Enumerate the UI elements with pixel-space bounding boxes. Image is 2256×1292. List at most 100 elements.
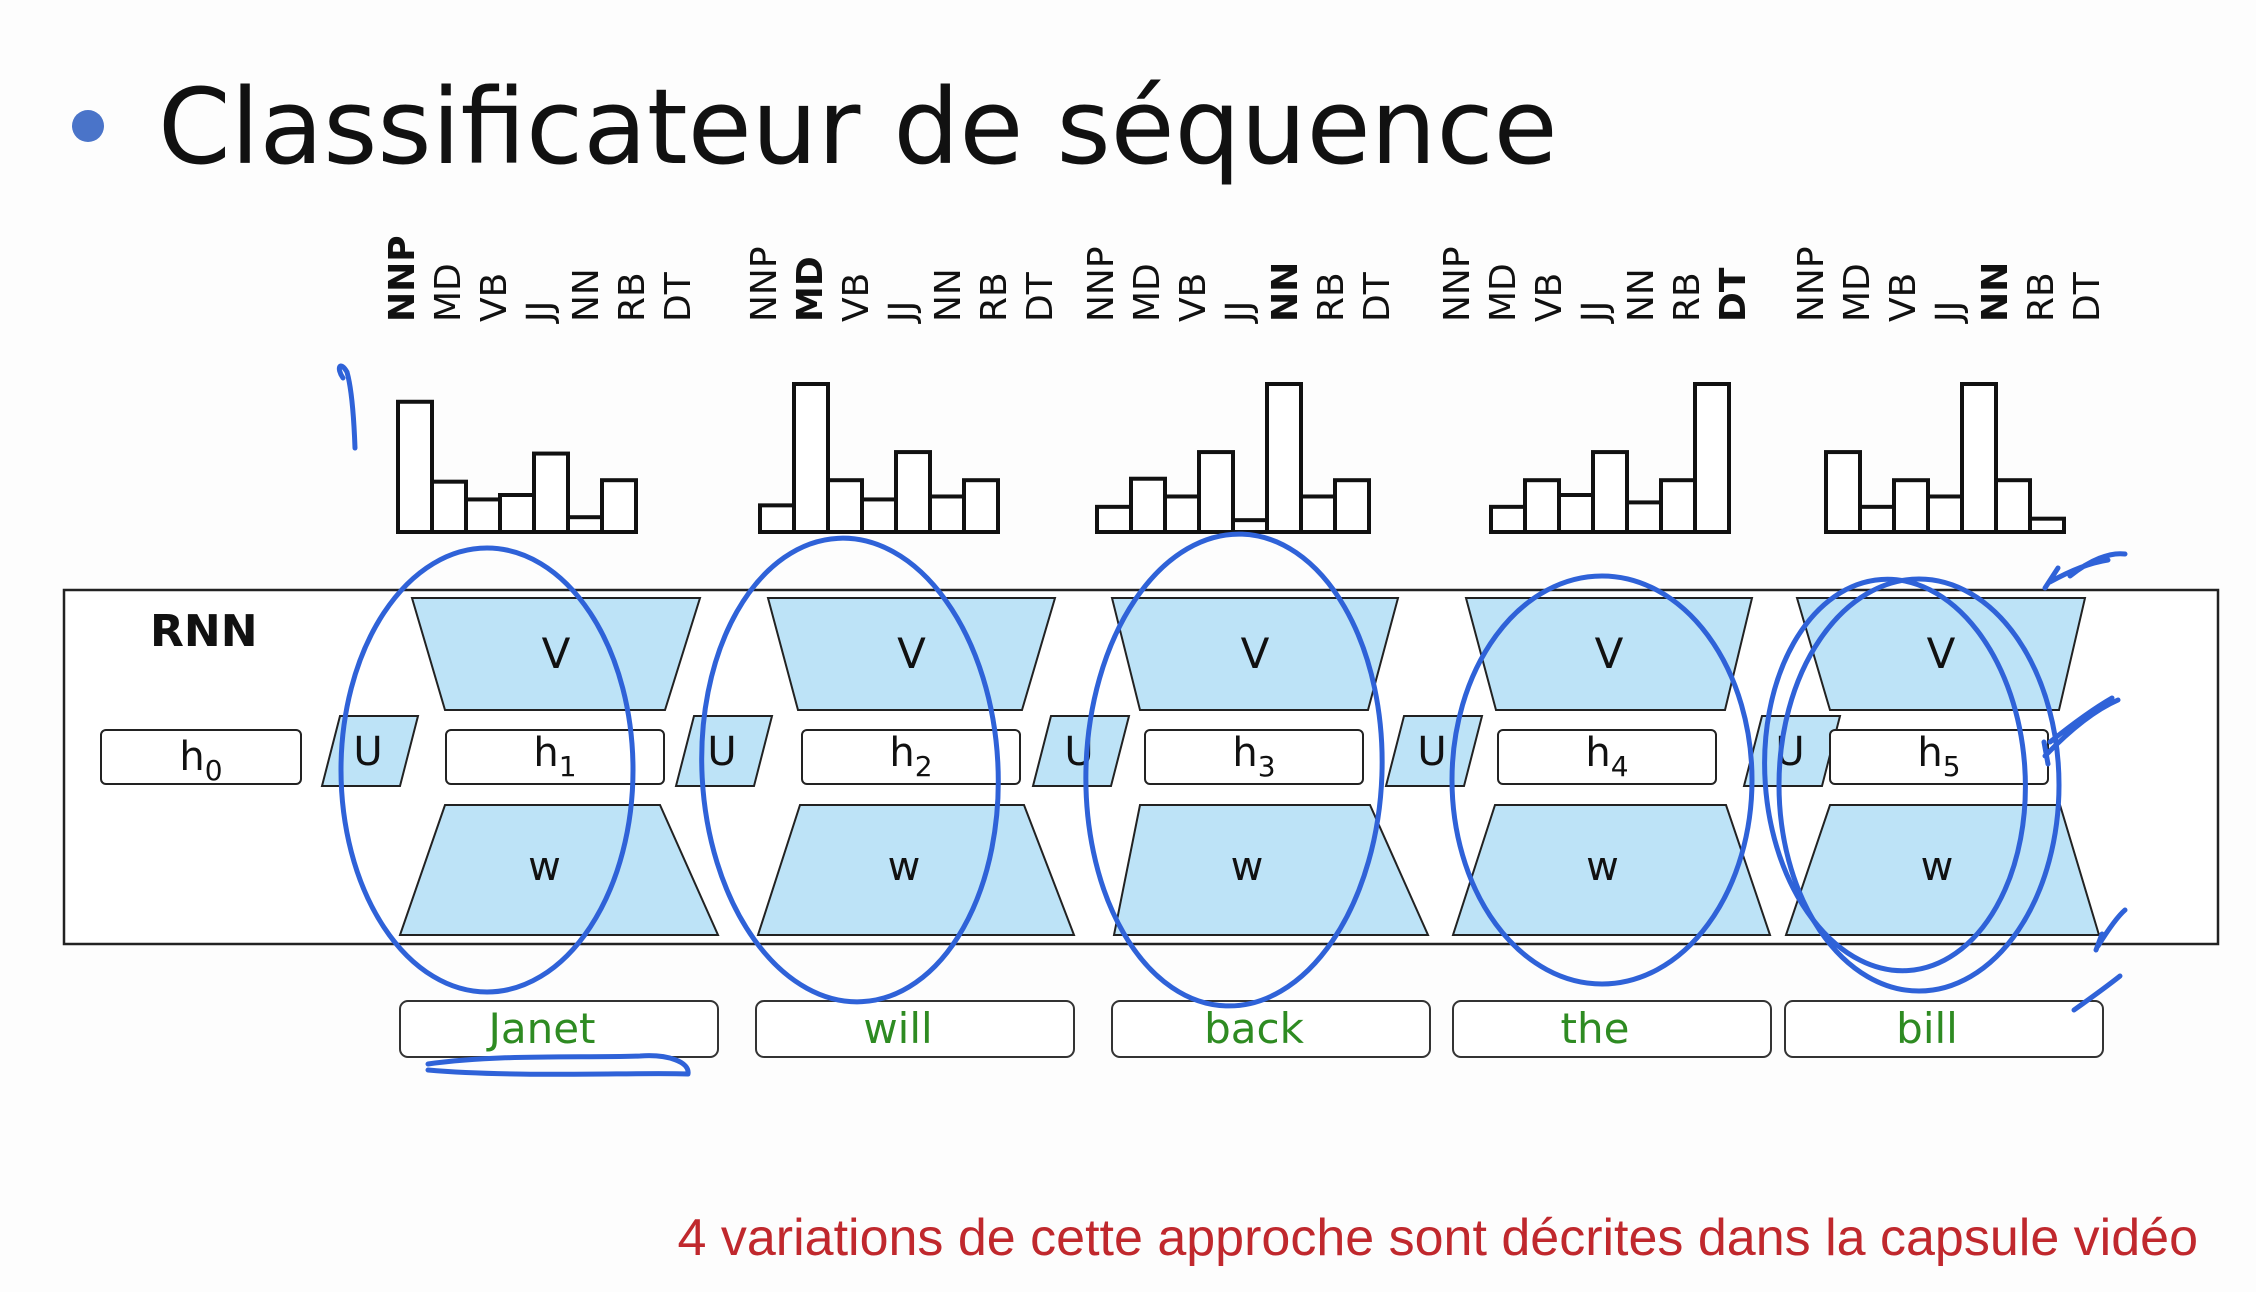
slide-title: Classificateur de séquence xyxy=(158,66,1558,188)
distribution-bar-5-6 xyxy=(1994,478,2032,535)
word-box-3 xyxy=(1111,1000,1431,1058)
input-words: Janet will back the bill xyxy=(399,1000,2104,1058)
word-label-1: Janet xyxy=(485,1004,595,1053)
tag-label-1-rb: RB xyxy=(612,272,653,322)
u-label-1: U xyxy=(353,729,382,775)
pen-circle-the xyxy=(1449,573,1755,987)
v-label-3: V xyxy=(1241,629,1270,678)
h0-box xyxy=(100,729,302,785)
v-layer-1 xyxy=(410,597,702,711)
distribution-bar-1-1 xyxy=(396,399,434,535)
distribution-bar-5-5 xyxy=(1960,382,1998,534)
tag-label-2-rb: RB xyxy=(974,272,1015,322)
h0-label: h0 xyxy=(179,734,222,787)
rnn-label: RNN xyxy=(150,606,258,657)
tag-label-2-vb: VB xyxy=(836,273,877,322)
tag-label-3-md: MD xyxy=(1127,263,1168,322)
h0-subscript: 0 xyxy=(205,754,223,787)
v-layer-3 xyxy=(1110,597,1400,711)
hidden-state-subscript-4: 4 xyxy=(1611,750,1629,783)
tag-label-3-vb: VB xyxy=(1173,273,1214,322)
w-label-3: w xyxy=(1231,844,1264,890)
distribution-bar-3-4 xyxy=(1197,450,1235,534)
distribution-bar-1-5 xyxy=(532,451,570,534)
tag-label-1-vb: VB xyxy=(474,273,515,322)
tag-label-5-dt: DT xyxy=(2067,271,2108,322)
distribution-bar-4-5 xyxy=(1625,500,1663,534)
word-box-5 xyxy=(1784,1000,2104,1058)
tag-label-3-nn: NN xyxy=(1265,262,1306,322)
hidden-state-base-2: h xyxy=(889,730,914,776)
hidden-state-subscript-2: 2 xyxy=(915,750,933,783)
hidden-state-subscript-5: 5 xyxy=(1943,750,1961,783)
hidden-state-label-2: h2 xyxy=(889,730,932,783)
pen-circle-bill xyxy=(1776,576,2062,994)
w-layer-4 xyxy=(1451,804,1772,936)
distribution-bar-3-6 xyxy=(1265,382,1303,534)
distribution-bar-3-5 xyxy=(1231,518,1269,534)
hidden-state-label-1: h1 xyxy=(533,730,576,783)
hidden-state-base-4: h xyxy=(1585,730,1610,776)
w-label-2: w xyxy=(888,844,921,890)
distribution-bar-2-1 xyxy=(758,503,796,534)
tag-label-1-nn: NN xyxy=(566,268,607,322)
tag-label-3-nnp: NNP xyxy=(1081,246,1122,322)
pen-annotations xyxy=(336,363,2128,1077)
tag-label-5-vb: VB xyxy=(1883,273,1924,322)
tag-label-5-rb: RB xyxy=(2021,272,2062,322)
pen-circle-janet xyxy=(338,545,636,995)
distribution-bar-2-4 xyxy=(860,497,898,535)
pen-circle-will xyxy=(699,535,1001,1005)
distribution-bar-3-3 xyxy=(1163,494,1201,535)
tag-label-4-vb: VB xyxy=(1529,273,1570,322)
hidden-state-subscript-1: 1 xyxy=(559,750,577,783)
tag-label-4-nnp: NNP xyxy=(1437,246,1478,322)
distribution-bar-4-3 xyxy=(1557,493,1595,534)
distribution-bar-5-3 xyxy=(1892,478,1930,535)
distribution-bar-1-3 xyxy=(464,497,502,535)
distribution-bar-3-8 xyxy=(1333,478,1371,535)
distribution-bar-2-6 xyxy=(928,494,966,535)
v-layer-5 xyxy=(1795,597,2087,711)
distribution-bar-4-1 xyxy=(1489,504,1527,534)
pen-mark-tick xyxy=(336,363,358,451)
tag-label-5-nnp: NNP xyxy=(1791,246,1832,322)
tag-label-3-jj: JJ xyxy=(1219,301,1260,324)
distribution-bar-5-7 xyxy=(2028,516,2066,534)
tag-label-1-jj: JJ xyxy=(520,301,561,324)
footnote: 4 variations de cette approche sont décr… xyxy=(677,1209,2199,1267)
v-label-4: V xyxy=(1595,629,1624,678)
tag-label-2-md: MD xyxy=(790,256,831,322)
v-label-2: V xyxy=(897,629,926,678)
tag-label-5-jj: JJ xyxy=(1929,301,1970,324)
distribution-bar-3-2 xyxy=(1129,476,1167,534)
tag-distribution-histograms xyxy=(396,382,2066,535)
tag-label-1-md: MD xyxy=(428,263,469,322)
v-layer-4 xyxy=(1464,597,1754,711)
distribution-bar-2-3 xyxy=(826,478,864,535)
distribution-bar-2-2 xyxy=(792,382,830,534)
pen-underline-janet xyxy=(425,1053,691,1077)
distribution-bar-1-2 xyxy=(430,479,468,534)
pen-arrow-mid xyxy=(2041,695,2121,767)
distribution-bar-2-7 xyxy=(962,478,1000,535)
bullet-point xyxy=(72,110,104,142)
hidden-state-base-1: h xyxy=(533,730,558,776)
w-label-1: w xyxy=(528,844,561,890)
distribution-bar-3-7 xyxy=(1299,494,1337,535)
tag-label-4-md: MD xyxy=(1483,263,1524,322)
distribution-bar-5-1 xyxy=(1824,450,1862,534)
distribution-bar-3-1 xyxy=(1095,504,1133,534)
v-label-5: V xyxy=(1927,629,1956,678)
w-label-5: w xyxy=(1921,844,1954,890)
distribution-bar-4-6 xyxy=(1659,478,1697,535)
hidden-state-box-4 xyxy=(1497,729,1717,785)
u-connector-3 xyxy=(1031,715,1131,787)
pen-arrow-low xyxy=(2093,907,2128,953)
hidden-state-box-1 xyxy=(445,729,665,785)
hidden-state-label-4: h4 xyxy=(1585,730,1628,783)
pen-circle-bill-2 xyxy=(1762,576,2028,974)
tag-label-2-dt: DT xyxy=(1020,271,1061,322)
